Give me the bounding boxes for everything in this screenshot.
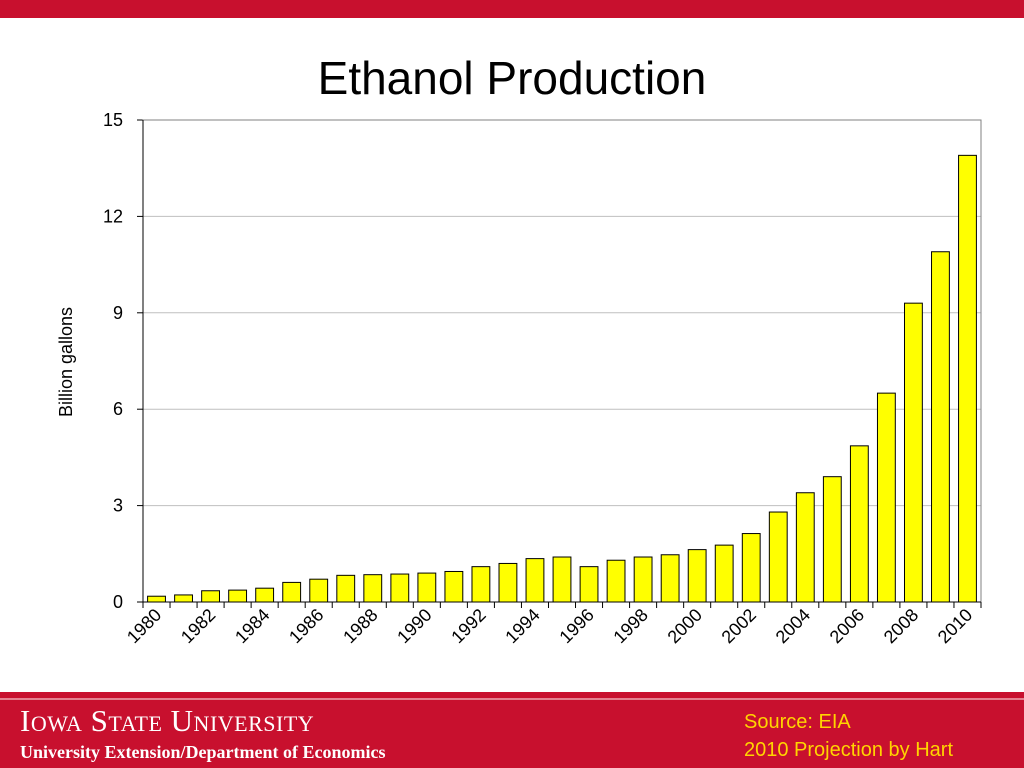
- department-text: University Extension/Department of Econo…: [20, 742, 386, 762]
- bar-1981: [174, 594, 193, 603]
- bars: [147, 154, 977, 603]
- y-tick-label: 6: [113, 399, 123, 419]
- x-tick-label: 2006: [826, 605, 868, 647]
- university-logo: Iowa State University: [20, 703, 315, 738]
- bar-1982: [201, 590, 221, 603]
- bar-1994: [525, 558, 545, 603]
- bar-2006: [849, 445, 869, 603]
- bar-1986: [309, 578, 329, 603]
- top-band: [0, 0, 1024, 18]
- bar-1993: [498, 562, 518, 603]
- bar-1984: [255, 587, 275, 603]
- bar-1997: [606, 559, 626, 603]
- bar-2009: [931, 251, 950, 603]
- x-tick-label: 1988: [339, 605, 381, 647]
- x-tick-label: 2002: [718, 605, 760, 647]
- bar-1990: [417, 572, 437, 603]
- x-tick-label: 2008: [880, 605, 922, 647]
- y-tick-label: 15: [103, 110, 123, 130]
- footer-stripe: [0, 698, 1024, 700]
- bar-1989: [390, 573, 410, 603]
- bar-1988: [363, 574, 383, 603]
- source-line: Source: EIA: [744, 711, 851, 733]
- y-tick-label: 9: [113, 303, 123, 323]
- source-note: Source: EIA 2010 Projection by Hart: [744, 708, 953, 764]
- y-tick-label: 3: [113, 496, 123, 516]
- bar-2003: [768, 511, 788, 603]
- x-tick-label: 2010: [934, 605, 976, 647]
- bar-1987: [336, 574, 356, 603]
- bar-1983: [228, 589, 248, 603]
- bar-2001: [714, 544, 734, 603]
- x-tick-label: 1990: [393, 605, 435, 647]
- bar-1995: [552, 556, 572, 603]
- x-tick-label: 1984: [231, 605, 273, 647]
- bar-2004: [795, 492, 815, 603]
- slide-title: Ethanol Production: [317, 52, 707, 104]
- projection-line: 2010 Projection by Hart: [744, 739, 954, 761]
- bar-1999: [660, 554, 680, 603]
- bar-2002: [741, 533, 761, 603]
- bar-2010: [958, 154, 977, 603]
- bar-2005: [822, 476, 842, 603]
- bar-1985: [282, 581, 302, 603]
- y-tick-label: 12: [103, 206, 123, 226]
- bar-1998: [633, 556, 653, 603]
- footer-band: [0, 692, 1024, 768]
- bar-2007: [876, 392, 896, 603]
- bar-chart: 0 3 6 9 12 15 1980 1982 1984 1986 1988 1990 1992 1994…: [56, 110, 982, 647]
- bar-1996: [579, 566, 599, 603]
- y-tick-label: 0: [113, 592, 123, 612]
- x-tick-label: 1986: [285, 605, 327, 647]
- bar-2008: [903, 302, 923, 603]
- y-axis-label: Billion gallons: [56, 307, 76, 417]
- x-tick-label: 2004: [772, 605, 814, 647]
- x-tick-label: 1996: [555, 605, 597, 647]
- x-tick-label: 1994: [501, 605, 543, 647]
- x-tick-label: 1982: [177, 605, 219, 647]
- bar-1980: [147, 595, 166, 603]
- bar-2000: [687, 549, 707, 603]
- bar-1992: [471, 566, 491, 603]
- x-tick-label: 1992: [447, 605, 489, 647]
- x-tick-label: 1980: [123, 605, 165, 647]
- bar-1991: [444, 570, 464, 603]
- x-tick-label: 2000: [664, 605, 706, 647]
- x-tick-label: 1998: [609, 605, 651, 647]
